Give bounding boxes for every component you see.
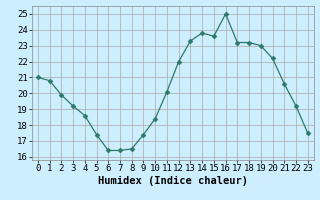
X-axis label: Humidex (Indice chaleur): Humidex (Indice chaleur) bbox=[98, 176, 248, 186]
